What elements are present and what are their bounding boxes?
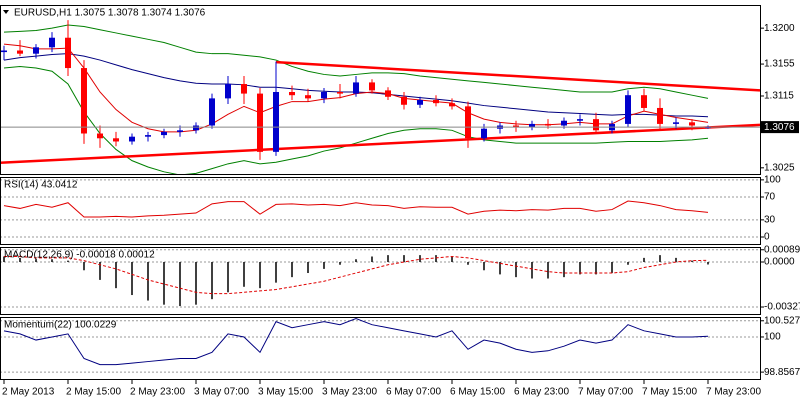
- y-tick-label: 1.3155: [764, 59, 795, 70]
- menu-triangle: [3, 10, 9, 14]
- candle-body: [97, 133, 103, 139]
- pane-title: RSI(14) 43.0412: [4, 180, 78, 191]
- x-tick-label: 7 May 15:00: [642, 387, 697, 398]
- y-tick-label: -0.00327: [764, 302, 800, 313]
- y-tick-label: 100: [764, 174, 781, 185]
- candle-body: [577, 119, 583, 121]
- pane-frame: [0, 317, 761, 380]
- candle-body: [289, 91, 295, 96]
- candle-body: [241, 84, 247, 94]
- y-tick-label: 1.3025: [764, 162, 795, 173]
- x-tick-label: 6 May 07:00: [386, 387, 441, 398]
- candle-body: [449, 103, 455, 107]
- last-price-label: 1.3076: [764, 122, 795, 133]
- y-tick-label: 70: [764, 192, 776, 203]
- candle-body: [465, 106, 471, 139]
- y-tick-label: 98.8567: [764, 367, 800, 378]
- x-tick-label: 6 May 23:00: [514, 387, 569, 398]
- pane: [0, 318, 760, 373]
- candle-body: [161, 131, 167, 136]
- moving-average: [3, 24, 709, 99]
- candle-body: [561, 120, 567, 126]
- y-tick-label: 0.0000: [764, 257, 795, 268]
- candle-body: [513, 125, 519, 128]
- candle-body: [481, 128, 487, 139]
- candle-body: [49, 37, 55, 48]
- signal-line: [4, 255, 709, 295]
- y-tick-label: 1.3115: [764, 91, 794, 102]
- y-tick-label: 1.3200: [764, 23, 795, 34]
- candle-body: [337, 91, 343, 94]
- trendline: [275, 60, 760, 92]
- pane-frame: [0, 5, 761, 175]
- indicator-line: [3, 318, 709, 366]
- y-tick-label: 100: [764, 332, 781, 343]
- x-tick-label: 3 May 23:00: [322, 387, 377, 398]
- candle-body: [689, 122, 695, 126]
- candle-body: [369, 82, 375, 91]
- moving-average: [3, 65, 709, 175]
- candle-body: [17, 50, 23, 54]
- candle-body: [593, 119, 599, 131]
- pane: [0, 20, 760, 175]
- candle-body: [273, 91, 279, 152]
- x-tick-label: 2 May 15:00: [66, 387, 121, 398]
- y-tick-label: 30: [764, 214, 776, 225]
- pane-title: Momentum(22) 100.0229: [4, 320, 117, 331]
- y-tick-label: 100.5272: [764, 315, 800, 326]
- trendline: [0, 123, 760, 165]
- candle-body: [113, 138, 119, 142]
- candle-body: [673, 122, 679, 124]
- candle-body: [625, 95, 631, 124]
- x-tick-label: 3 May 15:00: [258, 387, 313, 398]
- indicator-line: [3, 200, 709, 218]
- candle-body: [65, 37, 71, 69]
- pane-frame: [0, 247, 761, 315]
- last-price-box: [761, 121, 799, 134]
- x-tick-label: 2 May 2013: [2, 387, 55, 398]
- pane: [0, 179, 760, 238]
- candle-body: [545, 123, 551, 126]
- pane-frame: [0, 177, 761, 245]
- candle-body: [321, 91, 327, 99]
- y-tick-label: 0: [764, 232, 770, 243]
- candle-body: [353, 82, 359, 94]
- pane: [0, 249, 760, 308]
- candle-body: [385, 90, 391, 97]
- candle-body: [129, 136, 135, 142]
- pane-title: EURUSD,H1 1.3075 1.3078 1.3074 1.3076: [14, 8, 206, 19]
- candle-body: [1, 50, 7, 53]
- candle-body: [225, 84, 231, 99]
- candle-body: [401, 96, 407, 105]
- candle-body: [81, 68, 87, 134]
- candle-body: [529, 123, 535, 128]
- x-tick-label: 2 May 23:00: [130, 387, 185, 398]
- x-tick-label: 6 May 15:00: [450, 387, 505, 398]
- x-tick-label: 7 May 23:00: [706, 387, 761, 398]
- candle-body: [641, 95, 647, 108]
- candle-body: [257, 93, 263, 152]
- x-tick-label: 3 May 07:00: [194, 387, 249, 398]
- candle-body: [33, 47, 39, 54]
- candle-body: [657, 107, 663, 124]
- candle-body: [305, 95, 311, 99]
- y-tick-label: 0.00089: [764, 244, 800, 255]
- candle-body: [177, 130, 183, 132]
- candle-body: [145, 135, 151, 137]
- candle-body: [209, 98, 215, 126]
- x-tick-label: 7 May 07:00: [578, 387, 633, 398]
- candle-body: [433, 99, 439, 104]
- candle-body: [417, 99, 423, 105]
- pane-title: MACD(12,26,9) -0.00018 0.00012: [4, 250, 155, 261]
- candle-body: [193, 125, 199, 131]
